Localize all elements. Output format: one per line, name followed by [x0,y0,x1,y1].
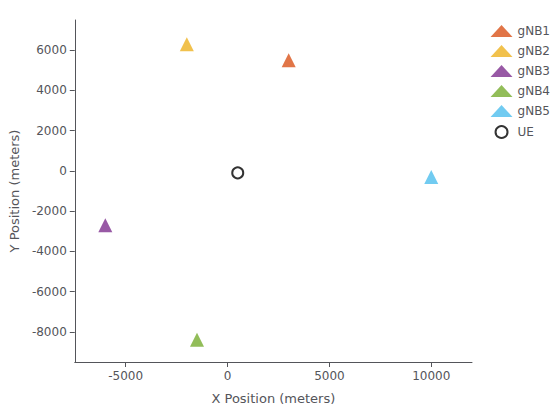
svg-text:UE: UE [518,125,534,139]
svg-text:Y Position (meters): Y Position (meters) [7,130,22,254]
svg-text:gNB2: gNB2 [518,44,550,58]
svg-text:6000: 6000 [36,43,67,57]
svg-text:-5000: -5000 [108,369,143,383]
svg-text:gNB1: gNB1 [518,24,550,38]
svg-text:-6000: -6000 [32,285,67,299]
svg-text:X Position (meters): X Position (meters) [211,391,335,406]
svg-text:4000: 4000 [36,83,67,97]
svg-text:2000: 2000 [36,124,67,138]
svg-text:gNB5: gNB5 [518,104,550,118]
svg-text:10000: 10000 [412,369,450,383]
svg-text:0: 0 [224,369,232,383]
svg-text:gNB4: gNB4 [518,84,550,98]
svg-text:-8000: -8000 [32,325,67,339]
svg-text:0: 0 [59,164,67,178]
svg-text:gNB3: gNB3 [518,64,550,78]
svg-text:-4000: -4000 [32,244,67,258]
svg-text:5000: 5000 [314,369,345,383]
svg-text:-2000: -2000 [32,204,67,218]
